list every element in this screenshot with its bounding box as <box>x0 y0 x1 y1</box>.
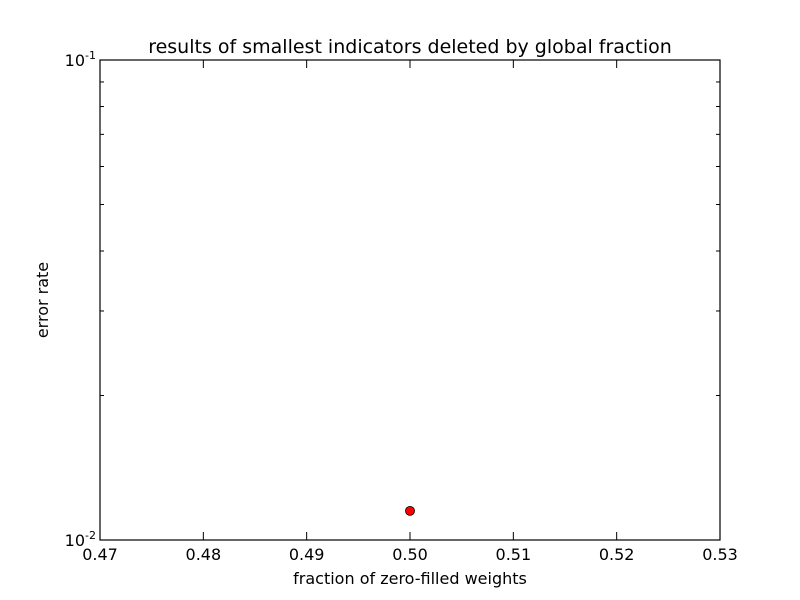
y-tick-label: 10-2 <box>65 529 96 550</box>
x-tick-label: 0.50 <box>392 545 428 564</box>
x-tick-label: 0.52 <box>599 545 635 564</box>
data-point <box>405 505 415 516</box>
ticks-layer: 0.47 0.48 0.49 0.50 0.51 0.52 0.53 10-2 10-1 <box>65 49 738 564</box>
y-axis-title: error rate <box>33 262 52 338</box>
points-layer <box>405 505 415 516</box>
x-tick-label: 0.47 <box>82 545 118 564</box>
x-tick-label: 0.48 <box>186 545 222 564</box>
y-tick-label: 10-1 <box>65 49 96 70</box>
x-tick-label: 0.51 <box>496 545 532 564</box>
x-tick-label: 0.53 <box>702 545 738 564</box>
plot-frame <box>99 59 721 541</box>
x-axis-title: fraction of zero-filled weights <box>293 569 527 588</box>
chart-title: results of smallest indicators deleted b… <box>148 36 672 58</box>
x-tick-label: 0.49 <box>289 545 325 564</box>
